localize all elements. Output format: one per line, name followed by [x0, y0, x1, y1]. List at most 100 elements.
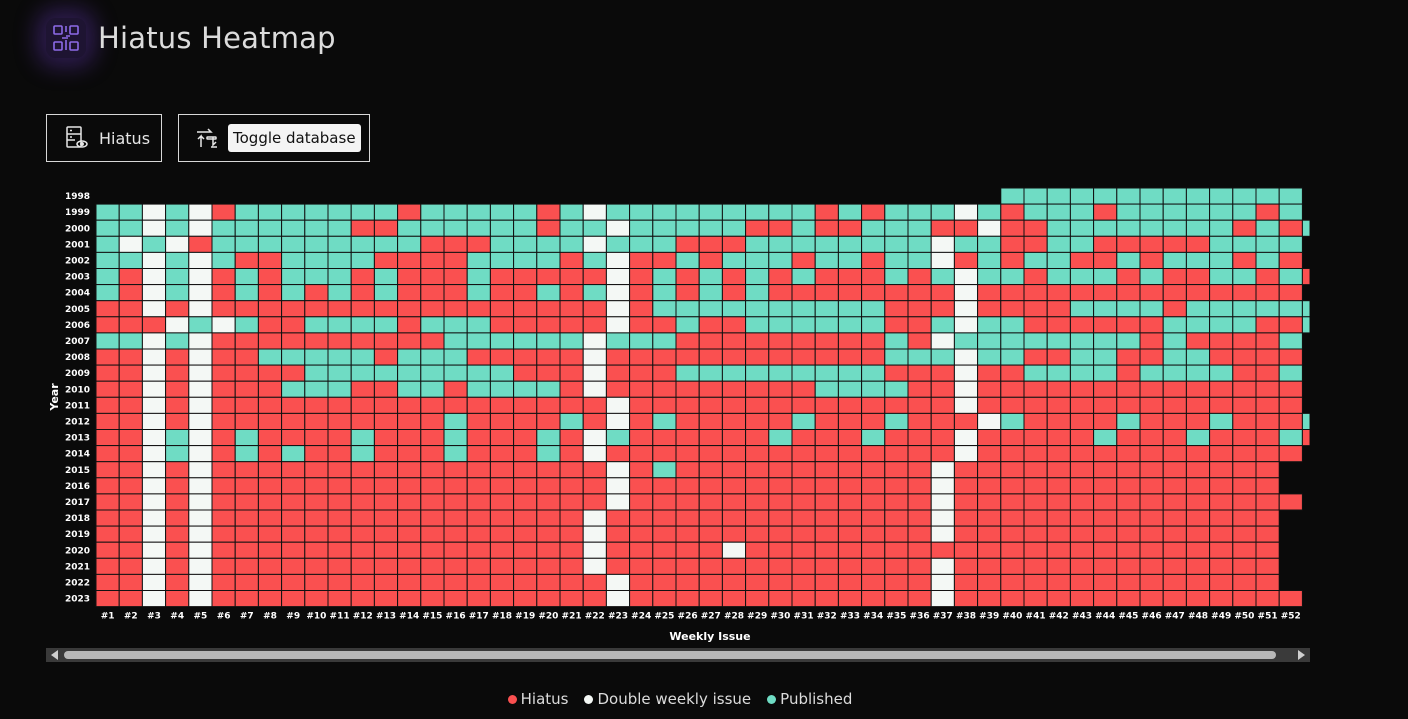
heatmap-cell[interactable] — [188, 461, 213, 479]
heatmap-cell[interactable] — [861, 235, 886, 253]
heatmap-cell[interactable] — [513, 396, 538, 414]
heatmap-cell[interactable] — [1278, 445, 1303, 463]
heatmap-cell[interactable] — [837, 461, 863, 479]
heatmap-cell[interactable] — [977, 477, 1002, 495]
heatmap-cell[interactable] — [1185, 429, 1211, 447]
heatmap-cell[interactable] — [281, 525, 306, 543]
heatmap-cell[interactable] — [930, 268, 955, 286]
heatmap-cell[interactable] — [1093, 284, 1118, 302]
heatmap-cell[interactable] — [1185, 203, 1211, 221]
heatmap-cell[interactable] — [327, 203, 352, 221]
heatmap-cell[interactable] — [95, 316, 120, 334]
heatmap-cell[interactable] — [582, 525, 607, 543]
heatmap-cell[interactable] — [675, 412, 700, 430]
heatmap-cell[interactable] — [1093, 461, 1118, 479]
heatmap-cell[interactable] — [281, 477, 306, 495]
heatmap-cell[interactable] — [907, 477, 932, 495]
heatmap-cell[interactable] — [652, 477, 677, 495]
heatmap-cell[interactable] — [675, 316, 700, 334]
heatmap-cell[interactable] — [1000, 509, 1025, 527]
heatmap-cell[interactable] — [489, 525, 515, 543]
heatmap-cell[interactable] — [1162, 300, 1187, 318]
heatmap-cell[interactable] — [420, 509, 445, 527]
heatmap-cell[interactable] — [1093, 573, 1118, 591]
heatmap-cell[interactable] — [373, 364, 399, 382]
heatmap-cell[interactable] — [768, 284, 793, 302]
heatmap-cell[interactable] — [420, 396, 445, 414]
heatmap-cell[interactable] — [420, 461, 445, 479]
heatmap-cell[interactable] — [304, 541, 329, 559]
heatmap-cell[interactable] — [1162, 187, 1187, 205]
heatmap-cell[interactable] — [1278, 251, 1303, 270]
heatmap-cell[interactable] — [629, 557, 654, 575]
heatmap-cell[interactable] — [118, 396, 143, 414]
heatmap-cell[interactable] — [211, 300, 236, 318]
heatmap-cell[interactable] — [327, 541, 352, 559]
heatmap-cell[interactable] — [837, 300, 863, 318]
heatmap-cell[interactable] — [582, 268, 607, 286]
heatmap-cell[interactable] — [1046, 380, 1071, 398]
heatmap-cell[interactable] — [745, 348, 770, 366]
heatmap-cell[interactable] — [953, 380, 979, 398]
heatmap-cell[interactable] — [350, 251, 375, 270]
heatmap-cell[interactable] — [605, 493, 631, 511]
heatmap-cell[interactable] — [582, 235, 607, 253]
heatmap-cell[interactable] — [582, 348, 607, 366]
heatmap-cell[interactable] — [420, 573, 445, 591]
heatmap-cell[interactable] — [118, 525, 143, 543]
heatmap-cell[interactable] — [536, 541, 561, 559]
heatmap-cell[interactable] — [1093, 268, 1118, 286]
heatmap-cell[interactable] — [1116, 493, 1141, 511]
heatmap-cell[interactable] — [373, 235, 399, 253]
heatmap-cell[interactable] — [1000, 364, 1025, 382]
heatmap-cell[interactable] — [930, 284, 955, 302]
heatmap-cell[interactable] — [1209, 445, 1234, 463]
heatmap-cell[interactable] — [977, 461, 1002, 479]
heatmap-cell[interactable] — [1000, 477, 1025, 495]
heatmap-cell[interactable] — [791, 268, 816, 286]
heatmap-cell[interactable] — [930, 557, 955, 575]
heatmap-cell[interactable] — [582, 380, 607, 398]
heatmap-cell[interactable] — [1232, 332, 1257, 350]
heatmap-cell[interactable] — [257, 541, 283, 559]
heatmap-cell[interactable] — [118, 477, 143, 495]
heatmap-cell[interactable] — [211, 348, 236, 366]
heatmap-cell[interactable] — [141, 284, 167, 302]
heatmap-cell[interactable] — [837, 445, 863, 463]
heatmap-cell[interactable] — [629, 284, 654, 302]
heatmap-cell[interactable] — [513, 429, 538, 447]
heatmap-cell[interactable] — [861, 284, 886, 302]
heatmap-cell[interactable] — [1232, 509, 1257, 527]
heatmap-cell[interactable] — [1069, 364, 1095, 382]
heatmap-cell[interactable] — [1232, 477, 1257, 495]
heatmap-cell[interactable] — [861, 461, 886, 479]
heatmap-cell[interactable] — [118, 364, 143, 382]
heatmap-cell[interactable] — [652, 364, 677, 382]
heatmap-cell[interactable] — [768, 429, 793, 447]
heatmap-cell[interactable] — [211, 590, 236, 608]
heatmap-cell[interactable] — [350, 235, 375, 253]
heatmap-cell[interactable] — [304, 590, 329, 608]
heatmap-cell[interactable] — [211, 493, 236, 511]
heatmap-cell[interactable] — [1023, 429, 1048, 447]
heatmap-cell[interactable] — [977, 251, 1002, 270]
heatmap-cell[interactable] — [420, 316, 445, 334]
heatmap-cell[interactable] — [907, 461, 932, 479]
heatmap-cell[interactable] — [165, 316, 190, 334]
heatmap-cell[interactable] — [188, 541, 213, 559]
heatmap-cell[interactable] — [1023, 445, 1048, 463]
heatmap-cell[interactable] — [907, 573, 932, 591]
heatmap-cell[interactable] — [350, 284, 375, 302]
heatmap-cell[interactable] — [350, 509, 375, 527]
heatmap-cell[interactable] — [721, 300, 747, 318]
heatmap-cell[interactable] — [304, 251, 329, 270]
heatmap-cell[interactable] — [397, 412, 422, 430]
heatmap-cell[interactable] — [350, 525, 375, 543]
heatmap-cell[interactable] — [1278, 300, 1303, 318]
heatmap-cell[interactable] — [930, 509, 955, 527]
heatmap-cell[interactable] — [211, 380, 236, 398]
heatmap-cell[interactable] — [327, 316, 352, 334]
heatmap-cell[interactable] — [118, 412, 143, 430]
heatmap-cell[interactable] — [1232, 573, 1257, 591]
heatmap-cell[interactable] — [884, 251, 909, 270]
